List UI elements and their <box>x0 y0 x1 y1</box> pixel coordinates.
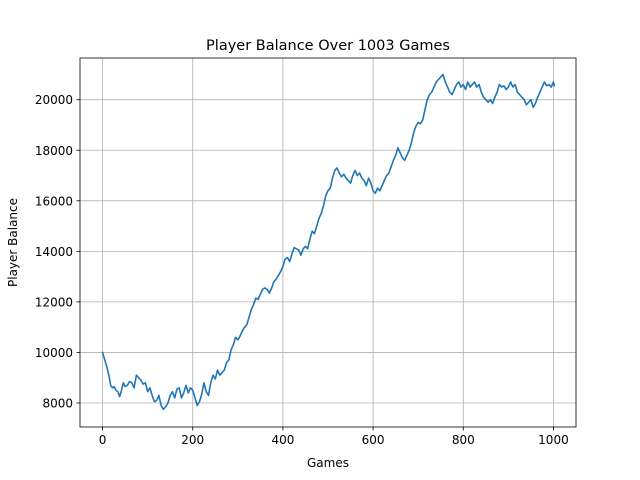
plot-area <box>80 58 576 427</box>
y-tick-label: 12000 <box>35 295 73 309</box>
x-tick-label: 800 <box>452 433 475 447</box>
y-axis-label: Player Balance <box>6 198 20 287</box>
x-tick-label: 1000 <box>538 433 569 447</box>
x-tick-label: 200 <box>181 433 204 447</box>
x-tick-label: 400 <box>271 433 294 447</box>
y-tick-label: 14000 <box>35 245 73 259</box>
x-tick-label: 0 <box>99 433 107 447</box>
x-axis-label: Games <box>307 456 349 470</box>
y-tick-label: 16000 <box>35 194 73 208</box>
x-tick-label: 600 <box>362 433 385 447</box>
balance-line <box>101 73 556 411</box>
x-axis-ticks: 0 200 400 600 800 1000 <box>99 427 569 447</box>
chart-title: Player Balance Over 1003 Games <box>206 38 450 54</box>
plot-frame <box>79 57 577 428</box>
y-axis-ticks: 8000 10000 12000 14000 16000 18000 20000 <box>35 93 80 410</box>
grid-lines <box>80 58 576 427</box>
y-tick-label: 18000 <box>35 144 73 158</box>
data-series <box>101 73 556 411</box>
y-tick-label: 20000 <box>35 93 73 107</box>
y-tick-label: 10000 <box>35 346 73 360</box>
y-tick-label: 8000 <box>42 396 73 410</box>
